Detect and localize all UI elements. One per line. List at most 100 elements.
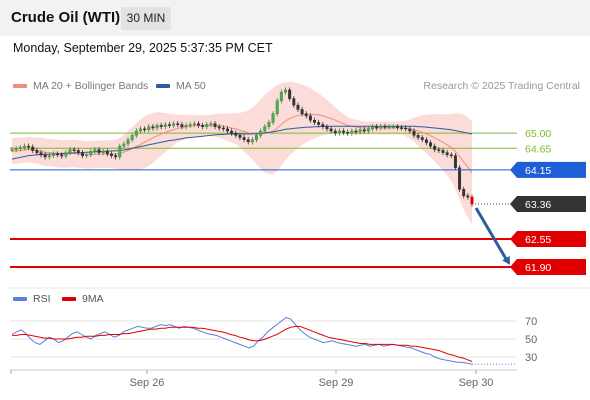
credit-label: Research © 2025 Trading Central <box>423 80 580 92</box>
candle-body <box>155 125 159 129</box>
ma20-line <box>11 113 473 174</box>
candle-body <box>337 130 341 134</box>
candle-body <box>163 124 167 127</box>
bollinger-band <box>12 81 472 225</box>
candle-body <box>130 135 134 140</box>
candle-body <box>317 122 321 125</box>
candle-body <box>80 152 84 156</box>
candle-body <box>404 127 408 130</box>
candle-body <box>354 130 358 133</box>
candle-body <box>267 122 271 127</box>
candle-body <box>143 128 147 131</box>
candle-body <box>14 148 18 150</box>
candle-body <box>342 130 346 133</box>
candle-body <box>201 125 205 127</box>
candle-body <box>172 123 176 126</box>
rsi-tick-70: 70 <box>525 316 537 328</box>
candle-body <box>375 126 379 129</box>
candle-body <box>138 128 142 132</box>
candle-body <box>350 130 354 134</box>
candle-body <box>333 130 337 134</box>
rsi-ma-line <box>12 325 473 362</box>
level-tag-label-64.15: 64.15 <box>525 165 551 177</box>
candle-body <box>213 123 217 127</box>
candle-body <box>22 145 26 148</box>
candle-body <box>416 135 420 138</box>
legend-9ma-label: 9MA <box>82 293 104 305</box>
forecast-arrow-head <box>502 255 510 265</box>
candle-body <box>379 126 383 129</box>
level-label-65.00: 65.00 <box>525 128 551 140</box>
candle-body <box>221 127 225 130</box>
candle-body <box>391 126 395 128</box>
datetime-label: Monday, September 29, 2025 5:37:35 PM CE… <box>13 41 273 55</box>
timeframe-button[interactable]: 30 MIN <box>121 7 171 30</box>
level-label-64.65: 64.65 <box>525 143 551 155</box>
candle-body <box>308 115 312 121</box>
candle-body <box>93 149 97 152</box>
candle-body <box>313 119 317 123</box>
ma9-swatch <box>62 297 76 302</box>
legend-rsi-label: RSI <box>33 293 51 305</box>
candle-body <box>47 155 51 158</box>
level-tag-61.90 <box>510 259 586 276</box>
candle-body <box>292 98 296 106</box>
candle-body <box>271 113 275 123</box>
candle-body <box>383 126 387 128</box>
ma50-line <box>11 125 473 160</box>
candle-body <box>234 132 238 136</box>
level-tag-label-61.90: 61.90 <box>525 262 551 274</box>
candle-body <box>242 137 246 140</box>
legend-rsi: RSI <box>13 293 51 305</box>
candle-body <box>226 128 229 132</box>
candle-body <box>51 153 55 156</box>
candle-body <box>400 127 404 129</box>
candle-body <box>371 126 375 130</box>
candle-body <box>412 130 416 136</box>
candle-body <box>180 124 184 127</box>
candle-body <box>56 153 60 156</box>
candle-body <box>10 149 14 151</box>
legend-ma50-label: MA 50 <box>176 80 206 92</box>
candle-body <box>420 137 424 140</box>
candle-body <box>445 152 449 156</box>
candle-body <box>238 135 242 138</box>
candle-body <box>97 149 101 153</box>
rsi-swatch <box>13 297 27 302</box>
legend-ma50: MA 50 <box>156 80 206 92</box>
legend-bollinger: MA 20 + Bollinger Bands <box>13 80 148 92</box>
candle-body <box>466 195 470 198</box>
candle-body <box>246 139 250 143</box>
legend-bollinger-label: MA 20 + Bollinger Bands <box>33 80 149 92</box>
candle-body <box>462 189 466 197</box>
level-tag-62.55 <box>510 230 586 247</box>
candle-body <box>250 139 254 143</box>
candle-body <box>366 128 370 132</box>
candle-body <box>68 149 72 153</box>
candle-body <box>192 123 196 125</box>
candle-body <box>279 91 283 102</box>
legend-9ma: 9MA <box>62 293 104 305</box>
candle-body <box>27 145 31 148</box>
candle-body <box>288 89 292 99</box>
candle-body <box>31 146 35 151</box>
candle-body <box>35 150 39 153</box>
candle-body <box>134 130 138 136</box>
candle-body <box>209 123 213 125</box>
candle-body <box>147 126 151 130</box>
candle-body <box>64 152 68 157</box>
candle-body <box>126 139 130 145</box>
candle-body <box>176 123 180 125</box>
candle-body <box>296 104 300 110</box>
candle-body <box>72 149 76 151</box>
level-tag-label-63.36: 63.36 <box>525 199 551 211</box>
candle-body <box>230 130 234 134</box>
candle-body <box>358 129 362 133</box>
candle-body <box>89 151 93 156</box>
candle-body <box>304 113 308 117</box>
candle-body <box>263 126 267 132</box>
candle-body <box>255 135 258 140</box>
candle-body <box>408 128 412 132</box>
candle-body <box>458 167 462 190</box>
